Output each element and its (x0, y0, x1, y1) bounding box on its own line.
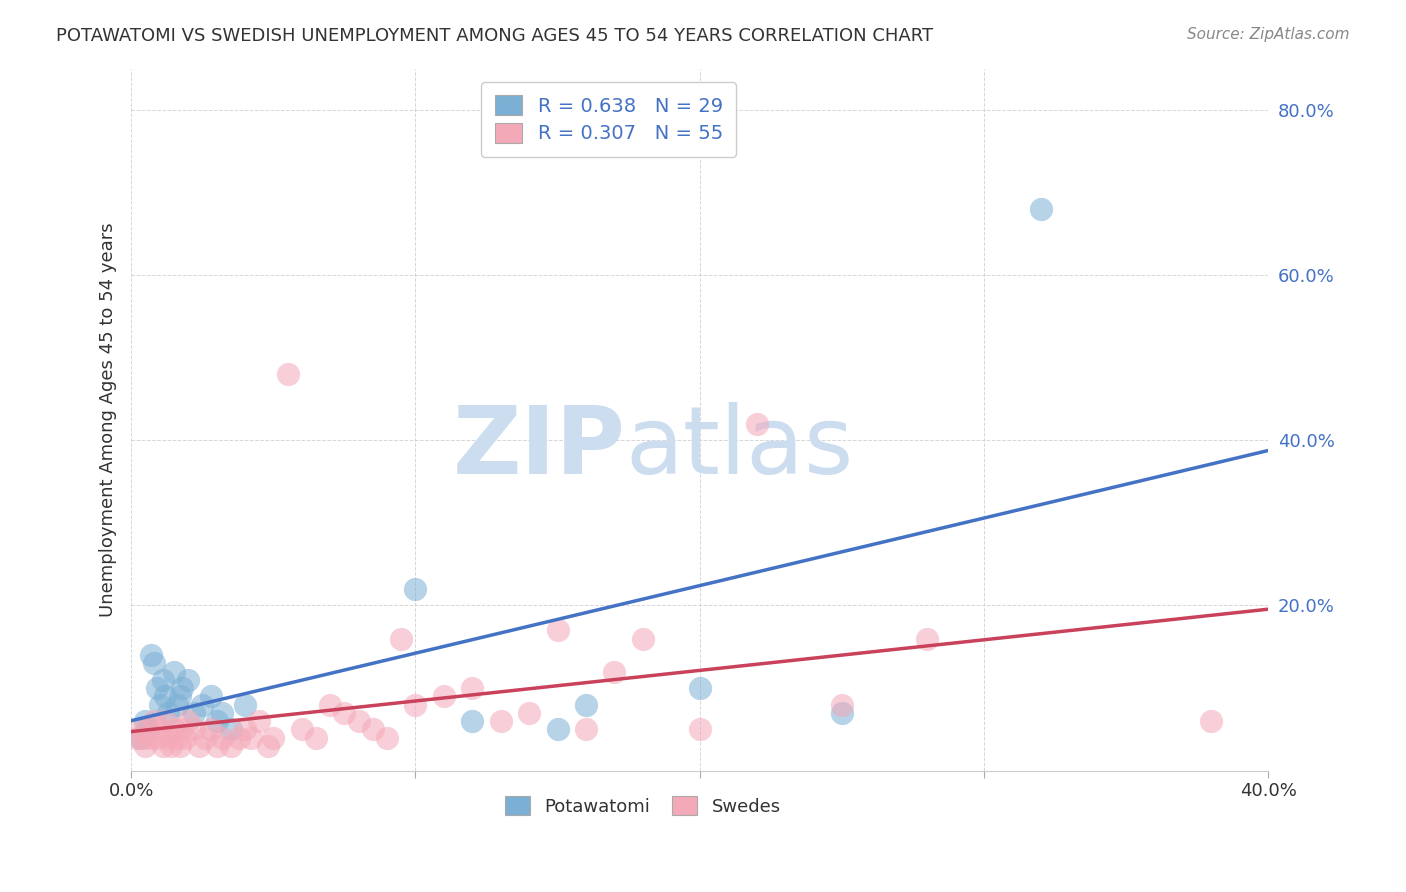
Point (361, 723, 384, 737)
Point (177, 673, 200, 687)
Point (172, 723, 194, 737)
Point (149, 698, 172, 712)
Point (228, 731, 250, 745)
Point (831, 698, 853, 712)
Text: ZIP: ZIP (453, 401, 626, 493)
Point (194, 731, 217, 745)
Point (205, 714, 228, 728)
Point (188, 739, 211, 753)
Point (547, 624, 569, 638)
Point (166, 698, 188, 712)
Point (152, 673, 174, 687)
Point (163, 723, 186, 737)
Point (169, 739, 191, 753)
Point (277, 367, 299, 381)
Point (375, 731, 398, 745)
Point (517, 706, 540, 720)
Point (745, 417, 768, 431)
Point (347, 714, 370, 728)
Point (146, 731, 169, 745)
Point (219, 739, 242, 753)
Point (1201, 714, 1223, 728)
Point (205, 739, 228, 753)
Point (915, 632, 938, 646)
Point (128, 731, 150, 745)
Point (177, 714, 200, 728)
Text: atlas: atlas (626, 401, 853, 493)
Point (149, 723, 172, 737)
Point (603, 665, 626, 679)
Point (136, 723, 159, 737)
Point (166, 731, 188, 745)
Point (183, 723, 205, 737)
Point (191, 698, 214, 712)
Point (233, 723, 256, 737)
Point (433, 690, 456, 704)
Point (174, 731, 197, 745)
Point (146, 681, 169, 695)
Text: Source: ZipAtlas.com: Source: ZipAtlas.com (1187, 27, 1350, 42)
Point (461, 681, 484, 695)
Point (389, 632, 412, 646)
Point (319, 698, 342, 712)
Point (160, 739, 183, 753)
Point (461, 714, 484, 728)
Point (143, 714, 166, 728)
Point (689, 681, 711, 695)
Point (155, 690, 177, 704)
Point (333, 706, 356, 720)
Point (247, 714, 270, 728)
Point (163, 665, 186, 679)
Point (575, 698, 598, 712)
Point (239, 731, 262, 745)
Point (172, 681, 194, 695)
Point (575, 723, 598, 737)
Point (1029, 202, 1052, 216)
Point (305, 731, 328, 745)
Point (134, 739, 156, 753)
Point (143, 657, 166, 671)
Point (155, 714, 177, 728)
Point (200, 723, 222, 737)
Point (689, 723, 711, 737)
Point (128, 723, 150, 737)
Point (136, 723, 159, 737)
Point (233, 698, 256, 712)
Point (200, 690, 222, 704)
Point (157, 731, 180, 745)
Legend: Potawatomi, Swedes: Potawatomi, Swedes (496, 788, 790, 825)
Point (169, 690, 191, 704)
Point (131, 731, 153, 745)
Point (157, 706, 180, 720)
Text: POTAWATOMI VS SWEDISH UNEMPLOYMENT AMONG AGES 45 TO 54 YEARS CORRELATION CHART: POTAWATOMI VS SWEDISH UNEMPLOYMENT AMONG… (56, 27, 934, 45)
Point (139, 648, 162, 662)
Point (262, 731, 284, 745)
Point (631, 632, 654, 646)
Point (405, 582, 427, 596)
Point (125, 731, 148, 745)
Point (139, 731, 162, 745)
Point (152, 739, 174, 753)
Point (256, 739, 278, 753)
Point (211, 731, 233, 745)
Point (831, 706, 853, 720)
Point (211, 706, 233, 720)
Point (547, 723, 569, 737)
Point (134, 714, 156, 728)
Point (183, 706, 205, 720)
Point (405, 698, 427, 712)
Y-axis label: Unemployment Among Ages 45 to 54 years: Unemployment Among Ages 45 to 54 years (100, 222, 117, 617)
Point (219, 723, 242, 737)
Point (291, 723, 314, 737)
Point (489, 714, 512, 728)
